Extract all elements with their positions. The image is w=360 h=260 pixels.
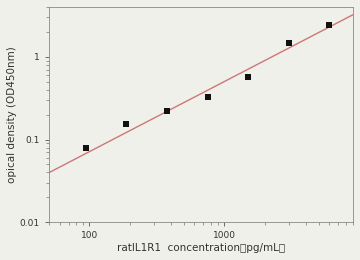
Y-axis label: opical density (OD450nm): opical density (OD450nm) <box>7 46 17 183</box>
X-axis label: ratIL1R1  concentration（pg/mL）: ratIL1R1 concentration（pg/mL） <box>117 243 285 253</box>
